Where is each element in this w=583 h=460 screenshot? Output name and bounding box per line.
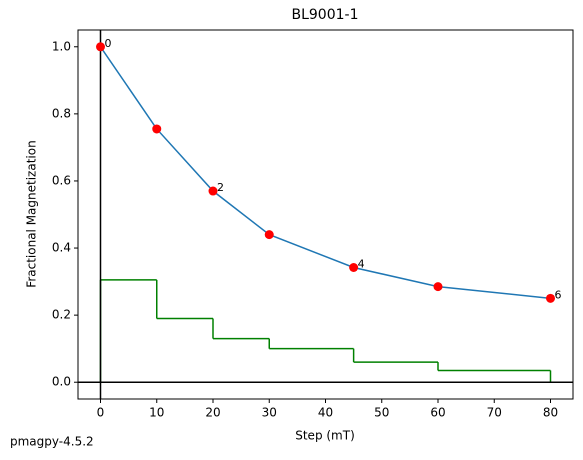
chart-title: BL9001-1 (292, 7, 359, 23)
x-tick-label: 40 (318, 406, 333, 420)
y-tick-label: 0.4 (52, 241, 71, 255)
point-label: 6 (555, 288, 562, 301)
plot-frame (77, 29, 574, 400)
y-tick-label: 0.2 (52, 308, 71, 322)
x-tick-label: 10 (149, 406, 164, 420)
data-point (96, 42, 105, 52)
point-label: 4 (358, 258, 365, 271)
data-point (546, 293, 555, 303)
data-point (433, 282, 443, 292)
data-point (208, 186, 218, 196)
y-axis-label: Fractional Magnetization (25, 140, 39, 287)
x-axis-label: Step (mT) (295, 429, 355, 443)
y-tick-label: 1.0 (52, 39, 71, 53)
x-tick-label: 70 (487, 406, 502, 420)
data-point (349, 263, 359, 273)
x-tick-label: 80 (543, 406, 558, 420)
y-tick-label: 0.6 (52, 173, 71, 187)
x-tick-label: 60 (430, 406, 445, 420)
x-tick-label: 30 (262, 406, 277, 420)
x-tick-label: 20 (205, 406, 220, 420)
y-tick-label: 0.0 (52, 375, 71, 389)
data-line (99, 46, 551, 300)
x-tick-label: 0 (97, 406, 105, 420)
x-tick-label: 50 (374, 406, 389, 420)
point-label: 2 (217, 181, 224, 194)
footer: pmagpy-4.5.2 (10, 435, 94, 449)
y-tick-label: 0.8 (52, 106, 71, 120)
point-label: 0 (105, 37, 112, 50)
data-point (264, 230, 274, 240)
data-point (152, 124, 162, 134)
